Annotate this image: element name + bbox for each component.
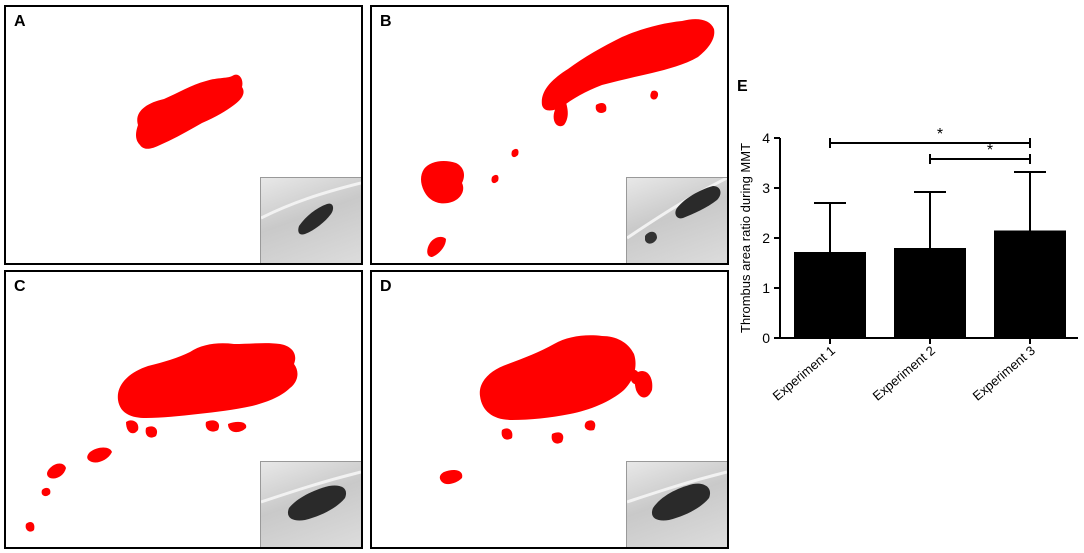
y-tick-label: 3 bbox=[762, 180, 770, 196]
significance-star: * bbox=[987, 142, 993, 159]
y-tick-label: 4 bbox=[762, 130, 770, 146]
bar-chart: 0 1 2 3 4 Thrombus area ratio during MMT Exper… bbox=[738, 126, 1078, 404]
y-tick-label: 2 bbox=[762, 230, 770, 246]
panel-letter: B bbox=[380, 13, 392, 30]
panel-letter: A bbox=[14, 13, 26, 30]
significance-star: * bbox=[937, 126, 943, 143]
microscopy-inset-c bbox=[260, 461, 361, 547]
microscopy-inset-b bbox=[626, 177, 727, 263]
panel-letter: C bbox=[14, 278, 26, 295]
x-tick-label: Experiment 2 bbox=[870, 343, 938, 404]
thrombus-mask-c bbox=[25, 343, 298, 532]
panel-a: A bbox=[4, 5, 363, 265]
panel-c: C bbox=[4, 270, 363, 549]
microscopy-inset-a bbox=[260, 177, 361, 263]
panel-d: D bbox=[370, 270, 729, 549]
bar bbox=[894, 248, 966, 338]
thrombus-mask-b bbox=[421, 19, 715, 257]
y-axis-label: Thrombus area ratio during MMT bbox=[738, 143, 753, 333]
thrombus-mask-d bbox=[439, 335, 653, 485]
thrombus-mask-a bbox=[136, 74, 244, 149]
panel-letter-e: E bbox=[737, 78, 748, 95]
bar bbox=[794, 252, 866, 338]
bar bbox=[994, 230, 1066, 338]
x-tick-label: Experiment 1 bbox=[770, 343, 838, 404]
panel-b: B bbox=[370, 5, 729, 265]
y-tick-label: 0 bbox=[762, 330, 770, 346]
panel-letter: D bbox=[380, 278, 392, 295]
y-tick-label: 1 bbox=[762, 280, 770, 296]
x-tick-label: Experiment 3 bbox=[970, 343, 1038, 404]
microscopy-inset-d bbox=[626, 461, 727, 547]
